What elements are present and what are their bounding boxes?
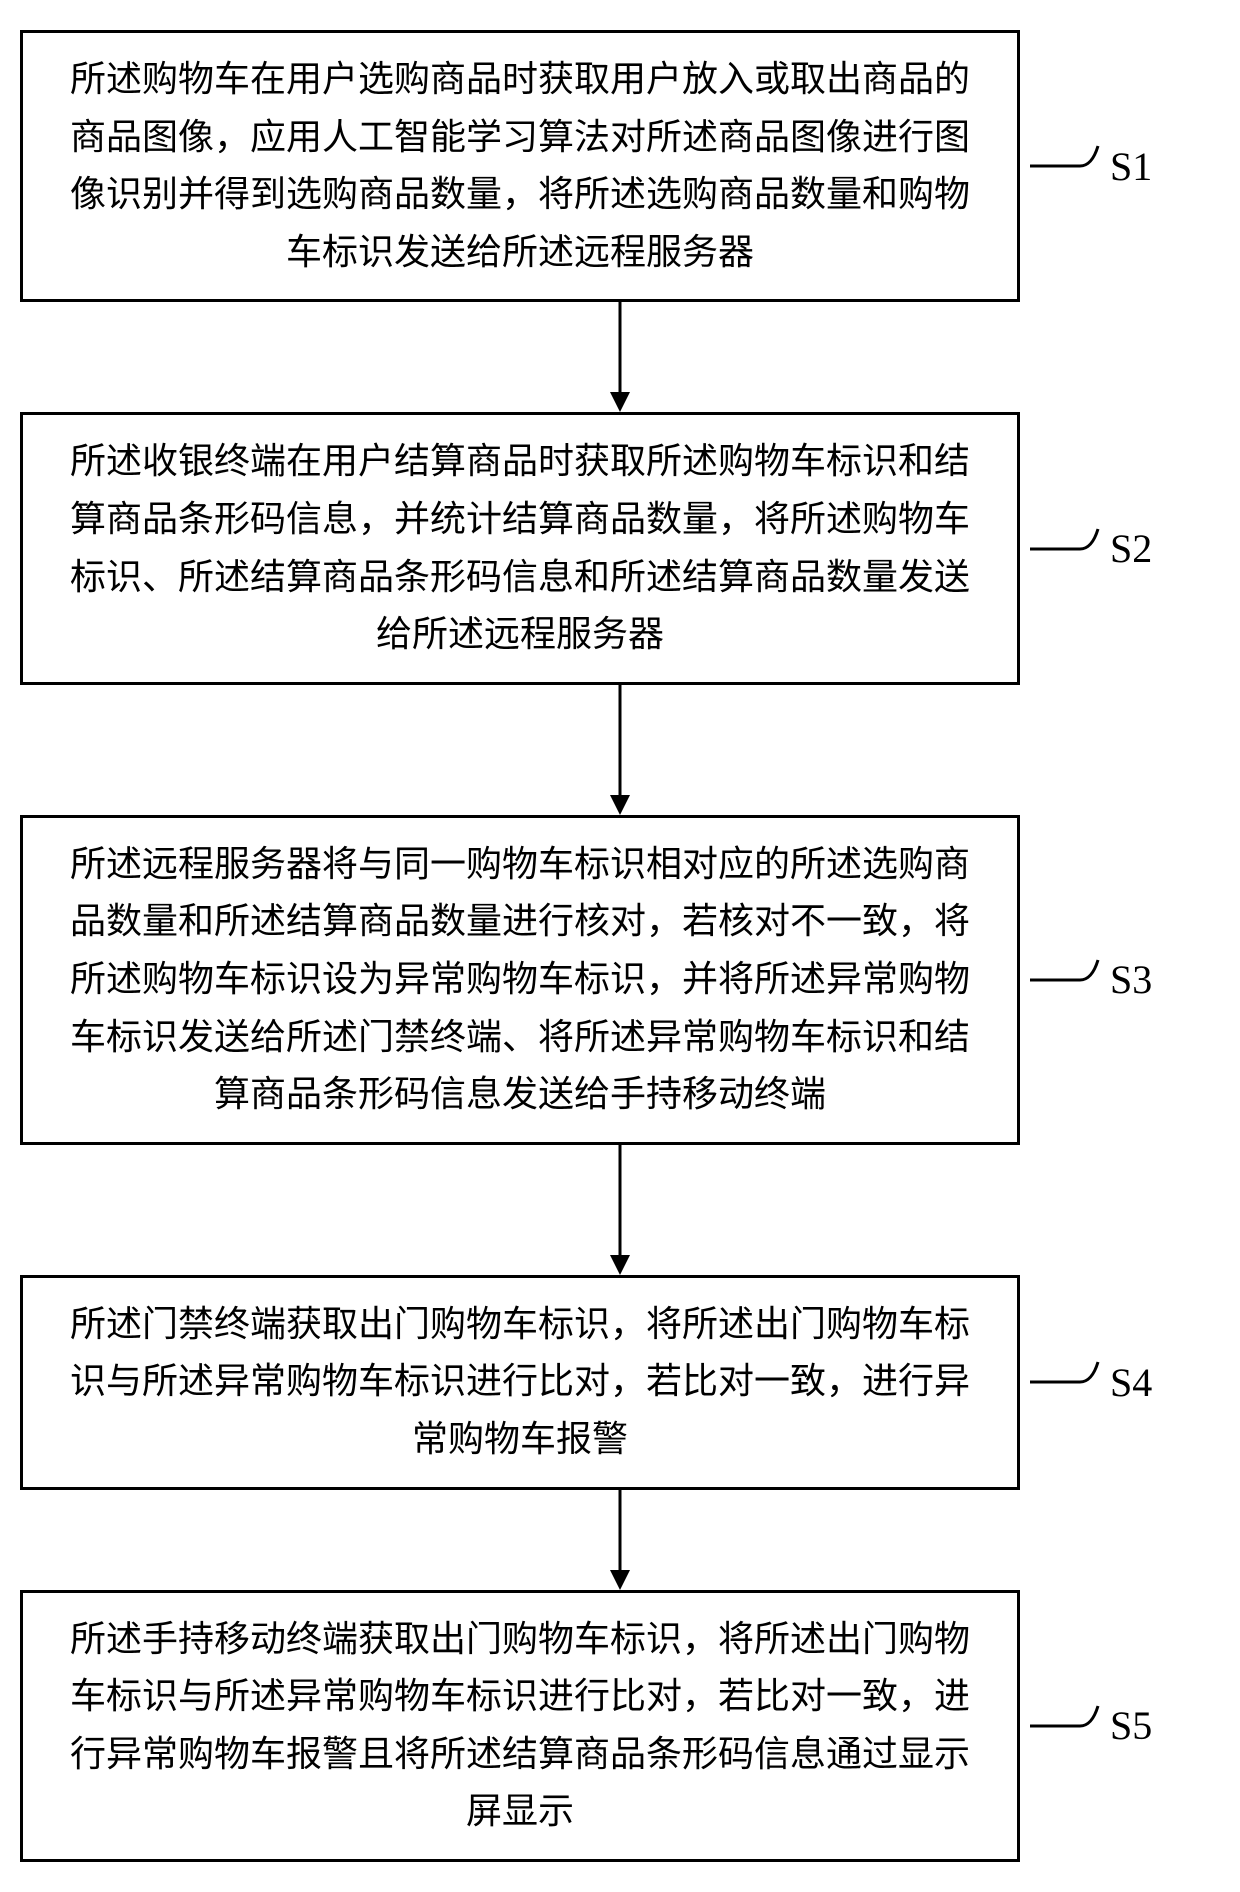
down-arrow-icon xyxy=(600,1145,640,1275)
pointer-line-icon xyxy=(1030,136,1110,196)
flowchart-container: 所述购物车在用户选购商品时获取用户放入或取出商品的商品图像，应用人工智能学习算法… xyxy=(20,30,1220,1862)
step-label: S3 xyxy=(1110,956,1152,1003)
pointer-line-icon xyxy=(1030,1696,1110,1756)
step-row: 所述收银终端在用户结算商品时获取所述购物车标识和结算商品条形码信息，并统计结算商… xyxy=(20,412,1220,684)
step-row: 所述远程服务器将与同一购物车标识相对应的所述选购商品数量和所述结算商品数量进行核… xyxy=(20,815,1220,1145)
step-label: S4 xyxy=(1110,1359,1152,1406)
step-box-1: 所述购物车在用户选购商品时获取用户放入或取出商品的商品图像，应用人工智能学习算法… xyxy=(20,30,1020,302)
step-row: 所述购物车在用户选购商品时获取用户放入或取出商品的商品图像，应用人工智能学习算法… xyxy=(20,30,1220,302)
step-text: 所述购物车在用户选购商品时获取用户放入或取出商品的商品图像，应用人工智能学习算法… xyxy=(70,59,970,272)
arrow-container xyxy=(120,685,1120,815)
step-label-col: S5 xyxy=(1030,1696,1152,1756)
down-arrow-icon xyxy=(600,1490,640,1590)
down-arrow-icon xyxy=(600,302,640,412)
pointer-line-icon xyxy=(1030,1352,1110,1412)
step-box-5: 所述手持移动终端获取出门购物车标识，将所述出门购物车标识与所述异常购物车标识进行… xyxy=(20,1590,1020,1862)
step-text: 所述远程服务器将与同一购物车标识相对应的所述选购商品数量和所述结算商品数量进行核… xyxy=(70,844,970,1114)
pointer-line-icon xyxy=(1030,519,1110,579)
step-row: 所述门禁终端获取出门购物车标识，将所述出门购物车标识与所述异常购物车标识进行比对… xyxy=(20,1275,1220,1490)
step-label-col: S3 xyxy=(1030,950,1152,1010)
step-text: 所述收银终端在用户结算商品时获取所述购物车标识和结算商品条形码信息，并统计结算商… xyxy=(70,441,970,654)
arrow-container xyxy=(120,1490,1120,1590)
step-label-col: S1 xyxy=(1030,136,1152,196)
step-text: 所述门禁终端获取出门购物车标识，将所述出门购物车标识与所述异常购物车标识进行比对… xyxy=(70,1304,970,1459)
step-label-col: S4 xyxy=(1030,1352,1152,1412)
step-row: 所述手持移动终端获取出门购物车标识，将所述出门购物车标识与所述异常购物车标识进行… xyxy=(20,1590,1220,1862)
step-box-4: 所述门禁终端获取出门购物车标识，将所述出门购物车标识与所述异常购物车标识进行比对… xyxy=(20,1275,1020,1490)
step-label-col: S2 xyxy=(1030,519,1152,579)
down-arrow-icon xyxy=(600,685,640,815)
step-label: S1 xyxy=(1110,143,1152,190)
step-label: S2 xyxy=(1110,525,1152,572)
step-text: 所述手持移动终端获取出门购物车标识，将所述出门购物车标识与所述异常购物车标识进行… xyxy=(70,1619,970,1832)
arrow-container xyxy=(120,302,1120,412)
step-label: S5 xyxy=(1110,1702,1152,1749)
pointer-line-icon xyxy=(1030,950,1110,1010)
arrow-container xyxy=(120,1145,1120,1275)
step-box-3: 所述远程服务器将与同一购物车标识相对应的所述选购商品数量和所述结算商品数量进行核… xyxy=(20,815,1020,1145)
step-box-2: 所述收银终端在用户结算商品时获取所述购物车标识和结算商品条形码信息，并统计结算商… xyxy=(20,412,1020,684)
